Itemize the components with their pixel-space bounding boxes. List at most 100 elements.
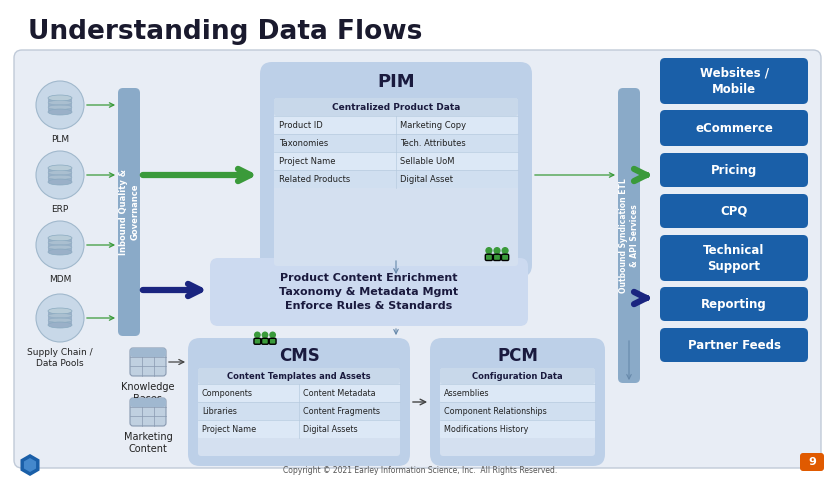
Ellipse shape (48, 318, 72, 322)
FancyBboxPatch shape (440, 368, 595, 384)
FancyBboxPatch shape (198, 368, 400, 384)
Text: ERP: ERP (52, 205, 68, 214)
Text: Product ID: Product ID (279, 120, 323, 129)
Text: Marketing Copy: Marketing Copy (400, 120, 466, 129)
Text: Digital Asset: Digital Asset (400, 174, 453, 184)
FancyBboxPatch shape (660, 110, 808, 146)
FancyBboxPatch shape (210, 258, 528, 326)
Text: Taxonomies: Taxonomies (279, 139, 328, 147)
Text: Marketing
Content: Marketing Content (124, 432, 172, 455)
FancyBboxPatch shape (198, 420, 400, 438)
Text: Supply Chain /
Data Pools: Supply Chain / Data Pools (28, 348, 93, 368)
Text: Component Relationships: Component Relationships (444, 407, 547, 415)
FancyBboxPatch shape (198, 384, 400, 402)
Text: Modifications History: Modifications History (444, 425, 529, 434)
Ellipse shape (48, 241, 72, 245)
Text: Components: Components (202, 388, 253, 398)
Polygon shape (21, 454, 39, 476)
FancyBboxPatch shape (254, 338, 261, 344)
Circle shape (269, 331, 276, 338)
FancyBboxPatch shape (130, 348, 166, 376)
Circle shape (36, 294, 84, 342)
FancyBboxPatch shape (485, 254, 493, 260)
Text: Libraries: Libraries (202, 407, 237, 415)
FancyBboxPatch shape (274, 152, 518, 170)
Circle shape (502, 247, 509, 254)
Ellipse shape (48, 95, 72, 101)
FancyBboxPatch shape (118, 88, 140, 336)
FancyBboxPatch shape (274, 98, 518, 266)
Ellipse shape (48, 105, 72, 109)
Circle shape (493, 247, 501, 254)
Text: PCM: PCM (497, 347, 538, 365)
FancyBboxPatch shape (198, 402, 400, 420)
FancyBboxPatch shape (48, 98, 72, 112)
FancyBboxPatch shape (130, 398, 166, 426)
FancyBboxPatch shape (269, 338, 276, 344)
Circle shape (485, 247, 493, 254)
FancyBboxPatch shape (660, 58, 808, 104)
Text: Assemblies: Assemblies (444, 388, 489, 398)
Ellipse shape (48, 322, 72, 328)
FancyBboxPatch shape (260, 62, 532, 277)
FancyBboxPatch shape (660, 153, 808, 187)
Text: Content Templates and Assets: Content Templates and Assets (227, 371, 371, 381)
Ellipse shape (48, 165, 72, 171)
FancyBboxPatch shape (502, 254, 509, 260)
Circle shape (261, 331, 268, 338)
Circle shape (254, 331, 261, 338)
FancyBboxPatch shape (188, 338, 410, 466)
FancyBboxPatch shape (48, 238, 72, 252)
FancyBboxPatch shape (198, 368, 400, 456)
Text: PLM: PLM (51, 135, 69, 144)
Text: Reporting: Reporting (701, 298, 767, 311)
FancyBboxPatch shape (440, 420, 595, 438)
Ellipse shape (48, 175, 72, 179)
Circle shape (36, 151, 84, 199)
Ellipse shape (48, 179, 72, 185)
FancyBboxPatch shape (660, 287, 808, 321)
Ellipse shape (48, 313, 72, 318)
Ellipse shape (48, 109, 72, 115)
Text: CPQ: CPQ (721, 204, 747, 217)
Text: Sellable UoM: Sellable UoM (400, 156, 454, 166)
FancyBboxPatch shape (274, 170, 518, 188)
FancyBboxPatch shape (660, 328, 808, 362)
Text: Copyright © 2021 Earley Information Science, Inc.  All Rights Reserved.: Copyright © 2021 Earley Information Scie… (283, 466, 557, 474)
FancyBboxPatch shape (440, 368, 595, 456)
Text: Knowledge
Bases: Knowledge Bases (121, 382, 175, 404)
FancyBboxPatch shape (430, 338, 605, 466)
Text: PIM: PIM (377, 73, 415, 91)
FancyBboxPatch shape (48, 311, 72, 325)
Text: Content Fragments: Content Fragments (303, 407, 380, 415)
Ellipse shape (48, 170, 72, 175)
FancyBboxPatch shape (800, 453, 824, 471)
FancyBboxPatch shape (14, 50, 821, 468)
Text: Inbound Quality &
Governance: Inbound Quality & Governance (119, 169, 139, 255)
FancyBboxPatch shape (440, 402, 595, 420)
Ellipse shape (48, 308, 72, 314)
FancyBboxPatch shape (130, 348, 166, 357)
Text: CMS: CMS (279, 347, 319, 365)
FancyBboxPatch shape (618, 88, 640, 383)
Text: Pricing: Pricing (711, 164, 757, 176)
Text: Centralized Product Data: Centralized Product Data (331, 102, 460, 112)
Text: Understanding Data Flows: Understanding Data Flows (28, 19, 423, 45)
Circle shape (36, 81, 84, 129)
Text: Websites /
Mobile: Websites / Mobile (700, 67, 768, 96)
FancyBboxPatch shape (440, 384, 595, 402)
FancyBboxPatch shape (274, 134, 518, 152)
Text: 9: 9 (808, 457, 816, 467)
FancyBboxPatch shape (660, 235, 808, 281)
FancyBboxPatch shape (48, 168, 72, 182)
Circle shape (36, 221, 84, 269)
Text: Product Content Enrichment
Taxonomy & Metadata Mgmt
Enforce Rules & Standards: Product Content Enrichment Taxonomy & Me… (280, 273, 458, 311)
Ellipse shape (48, 245, 72, 249)
Text: Project Name: Project Name (279, 156, 336, 166)
Text: Outbound Syndication ETL
& API Services: Outbound Syndication ETL & API Services (619, 178, 640, 293)
Text: Technical
Support: Technical Support (703, 243, 765, 272)
FancyBboxPatch shape (274, 98, 518, 116)
Text: eCommerce: eCommerce (695, 122, 773, 134)
FancyBboxPatch shape (130, 398, 166, 407)
FancyBboxPatch shape (493, 254, 501, 260)
